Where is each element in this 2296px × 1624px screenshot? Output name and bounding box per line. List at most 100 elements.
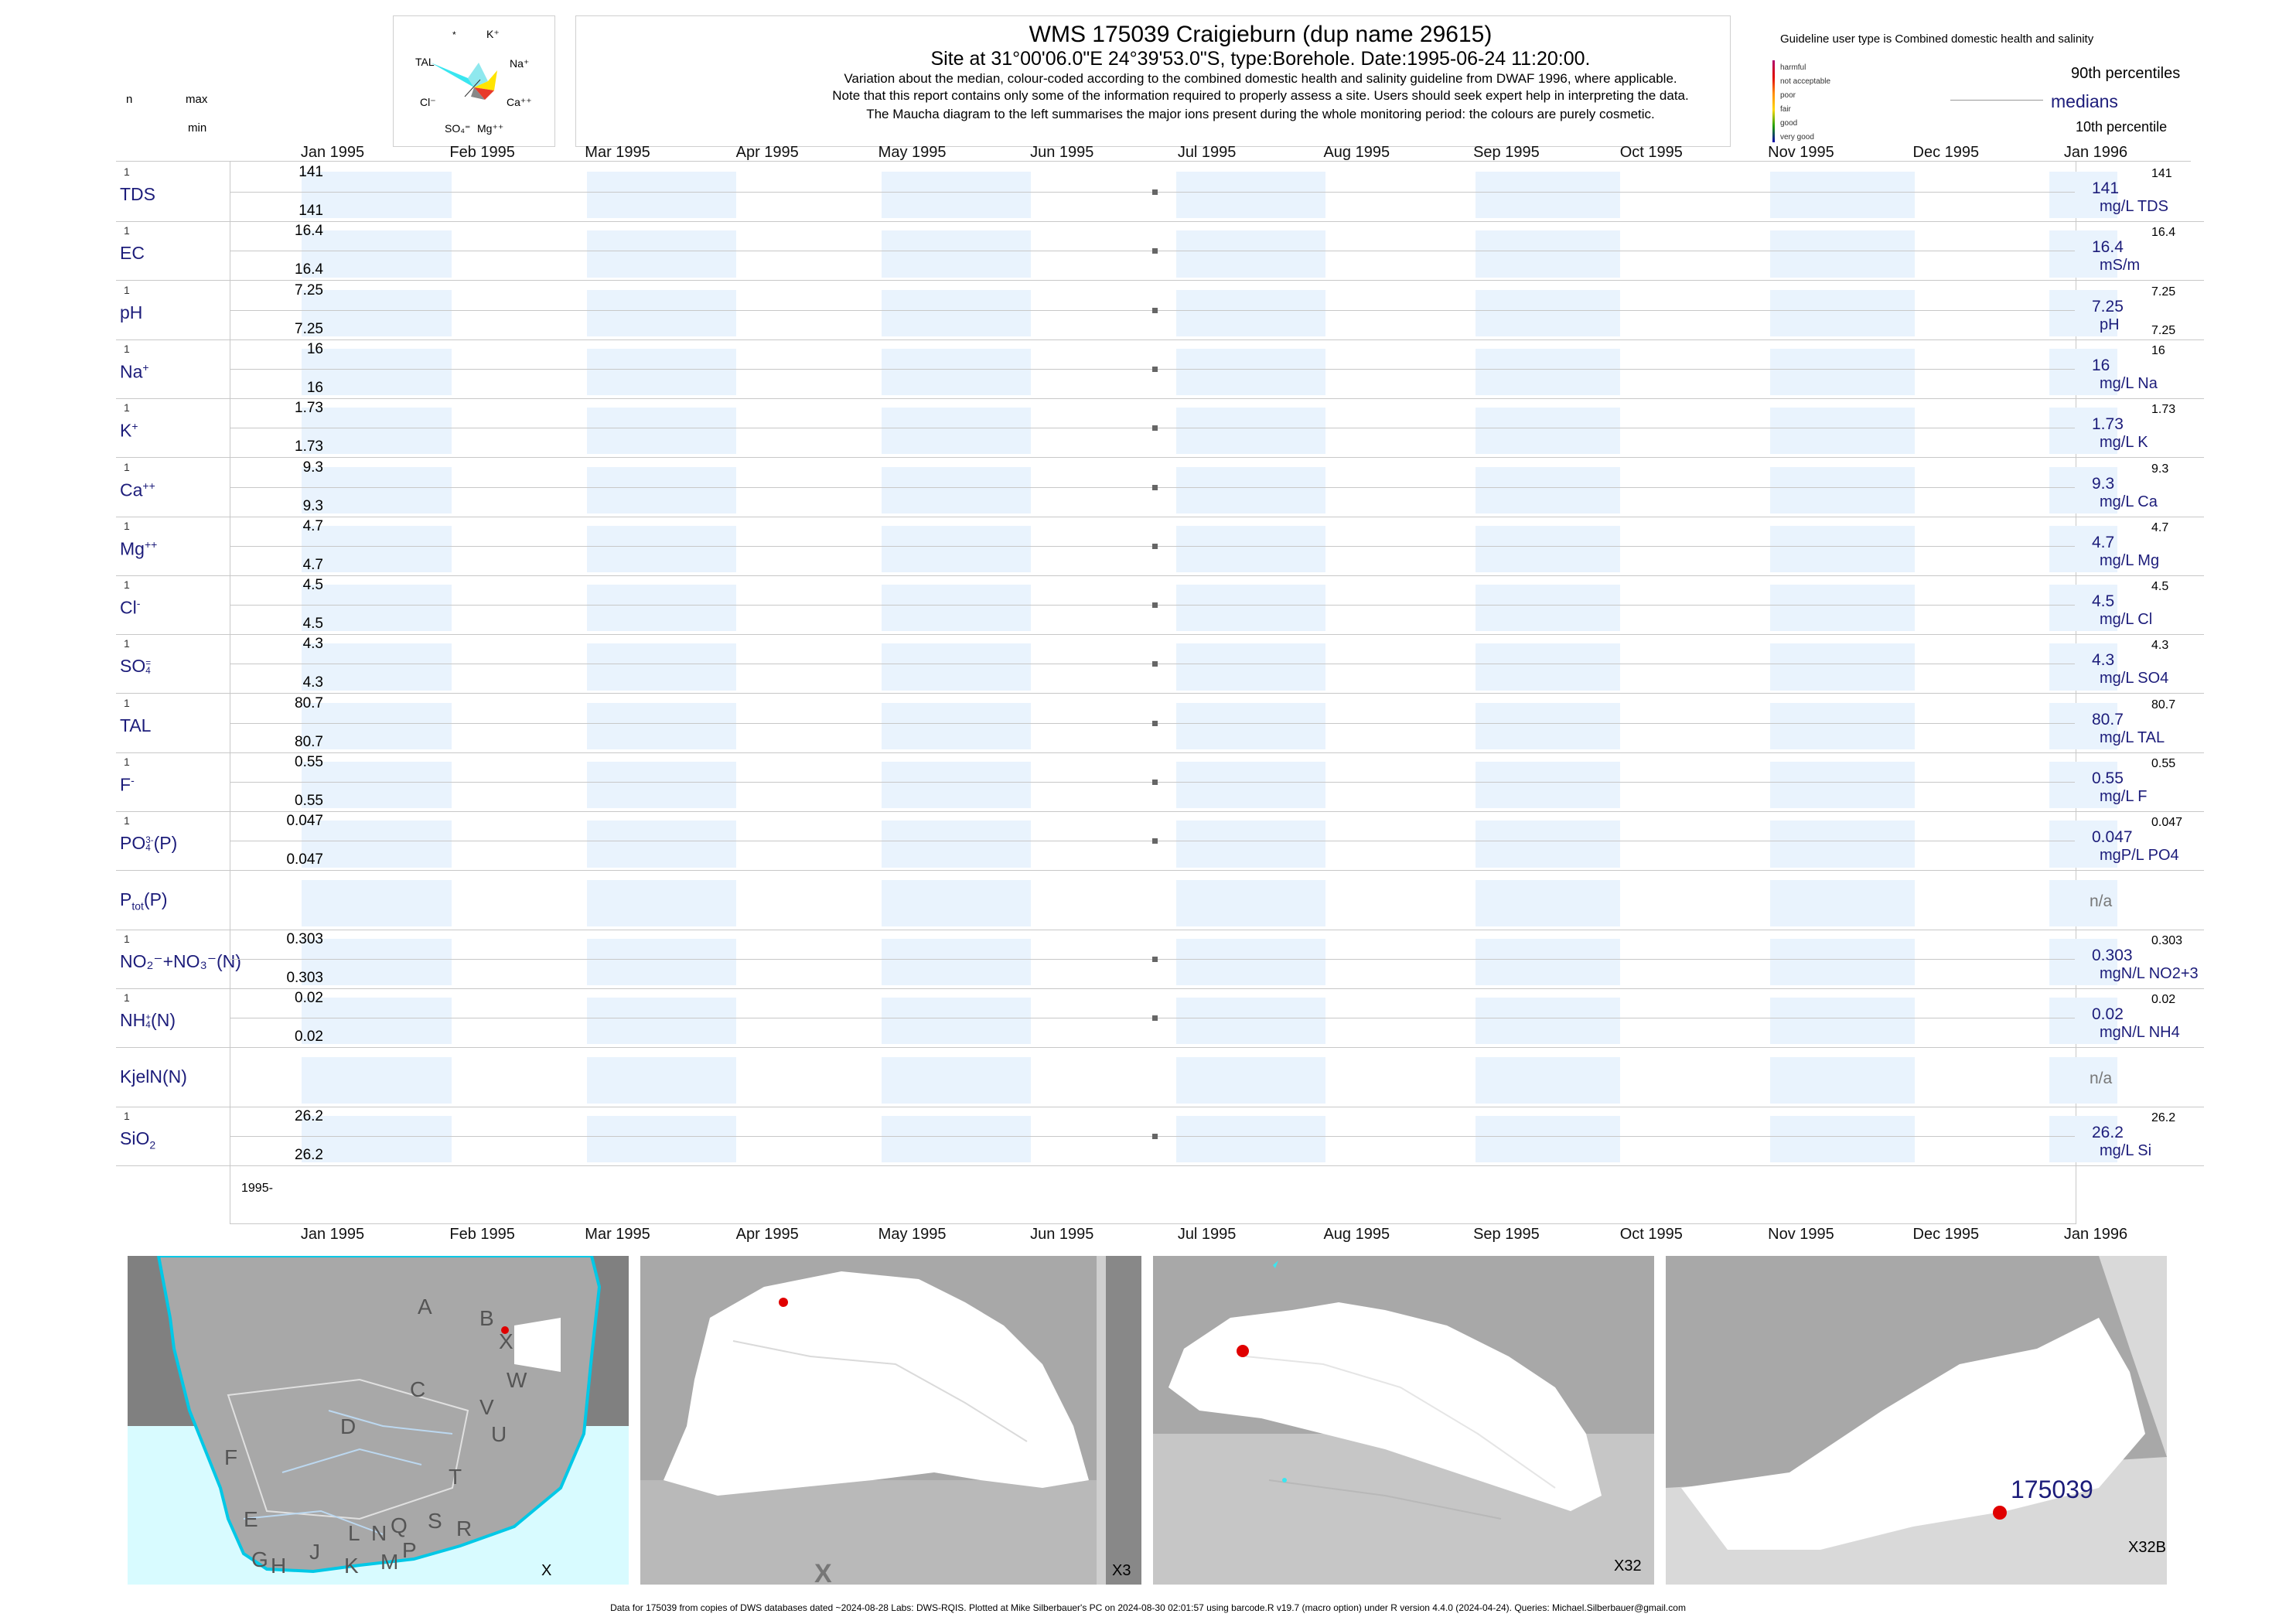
header-col-n: n	[126, 93, 133, 106]
summary-p90: 0.047	[2151, 816, 2183, 830]
summary-na: n/a	[2090, 1069, 2113, 1087]
summary-unit: pH	[2100, 316, 2120, 333]
maucha-segment-mg	[471, 87, 485, 100]
data-point	[1151, 425, 1158, 432]
page-subtitle: Site at 31°00'06.0"E 24°39'53.0"S, type:…	[930, 48, 1591, 70]
region-letter: V	[479, 1395, 494, 1419]
month-band	[586, 998, 737, 1045]
variable-row: Na+ 1 16 16 16 mg/L Na 16	[116, 339, 2204, 399]
month-band	[2049, 289, 2117, 336]
month-band	[586, 525, 737, 573]
variable-row: TDS 1 141 141 141 mg/L TDS 141	[116, 162, 2204, 222]
variable-name: F-	[120, 774, 135, 795]
month-tick-label: Jan 1995	[300, 1226, 365, 1243]
region-letter: K	[344, 1554, 359, 1578]
summary-unit: mgP/L PO4	[2100, 847, 2179, 865]
variable-min: 26.2	[295, 1146, 323, 1163]
variable-min: 9.3	[302, 497, 323, 514]
variable-n: 1	[124, 519, 130, 532]
map-overview-label: X	[541, 1562, 552, 1579]
variable-max: 0.55	[295, 754, 323, 770]
month-band	[302, 525, 452, 573]
note-3: The Maucha diagram to the left summarise…	[866, 107, 1655, 121]
legend-p90: 90th percentiles	[2071, 65, 2181, 82]
legend-median-line	[1950, 100, 2043, 101]
summary-p90: 4.3	[2151, 639, 2169, 653]
data-point	[1151, 956, 1158, 962]
month-band	[1769, 172, 1916, 219]
month-band	[2049, 762, 2117, 809]
map-x3-svg	[640, 1256, 1141, 1585]
site-marker-x32b	[1993, 1506, 2007, 1520]
month-band	[881, 879, 1032, 926]
month-tick-label: Jul 1995	[1177, 144, 1237, 161]
month-tick-label: Nov 1995	[1768, 144, 1834, 161]
summary-median: 4.5	[2092, 592, 2115, 611]
guideline-title: Guideline user type is Combined domestic…	[1780, 32, 2094, 46]
month-band	[302, 585, 452, 632]
month-band	[586, 938, 737, 986]
month-band	[1175, 762, 1326, 809]
month-band	[881, 643, 1032, 691]
variable-min: 16	[306, 379, 323, 396]
month-band	[2049, 408, 2117, 455]
note-2: Note that this report contains only some…	[832, 88, 1689, 103]
month-band	[1475, 879, 1621, 926]
legend-poor: poor	[1780, 91, 1796, 100]
variable-n: 1	[124, 1109, 130, 1122]
month-tick-label: Apr 1995	[735, 144, 799, 161]
month-band	[586, 1056, 737, 1104]
month-band	[2049, 938, 2117, 986]
header-col-min: min	[188, 121, 207, 135]
month-band	[1175, 230, 1326, 278]
legend-not-acceptable: not acceptable	[1780, 77, 1831, 86]
variable-n: 1	[124, 991, 130, 1005]
variable-row: Mg++ 1 4.7 4.7 4.7 mg/L Mg 4.7	[116, 517, 2204, 576]
month-band	[1175, 348, 1326, 396]
month-band	[586, 879, 737, 926]
data-point	[1151, 543, 1158, 549]
month-band	[586, 348, 737, 396]
variable-min: 80.7	[295, 733, 323, 750]
footer-credits: Data for 175039 from copies of DWS datab…	[610, 1602, 1686, 1613]
summary-median: 0.55	[2092, 769, 2124, 787]
summary-p90: 26.2	[2151, 1111, 2176, 1124]
variable-min: 7.25	[295, 320, 323, 337]
region-letter: R	[456, 1517, 472, 1540]
summary-unit: mg/L Ca	[2100, 493, 2158, 510]
map-x3-region-letter: X	[814, 1559, 832, 1585]
site-marker-x32	[1237, 1345, 1249, 1357]
variable-max: 141	[299, 164, 323, 180]
month-band	[1175, 938, 1326, 986]
month-tick-label: Jan 1996	[2063, 1226, 2128, 1243]
month-band	[1175, 525, 1326, 573]
page-title: WMS 175039 Craigieburn (dup name 29615)	[1029, 22, 1493, 47]
variable-row: NO₂⁻+NO₃⁻(N) 1 0.303 0.303 0.303 mgN/L NO2+3 0…	[116, 930, 2204, 989]
variable-max: 0.047	[286, 813, 323, 830]
month-band	[1475, 1115, 1621, 1163]
title-box	[575, 15, 1731, 147]
month-band	[1769, 879, 1916, 926]
month-band	[881, 230, 1032, 278]
month-band	[1175, 172, 1326, 219]
summary-unit: mg/L Si	[2100, 1141, 2152, 1159]
maucha-diagram: * K⁺ TAL Na⁺ Cl⁻ Ca⁺⁺ SO₄⁼ Mg⁺⁺	[393, 15, 555, 147]
month-band	[1769, 525, 1916, 573]
summary-median: 80.7	[2092, 710, 2124, 728]
variable-row: F- 1 0.55 0.55 0.55 mg/L F 0.55	[116, 752, 2204, 812]
month-band	[1475, 230, 1621, 278]
variable-n: 1	[124, 696, 130, 709]
maucha-label-cl: Cl⁻	[420, 96, 436, 108]
region-letter: B	[479, 1306, 494, 1330]
month-band	[586, 1115, 737, 1163]
data-point	[1151, 1015, 1158, 1022]
month-band	[302, 466, 452, 513]
legend-p10: 10th percentile	[2076, 119, 2168, 135]
summary-median: 16	[2092, 356, 2110, 374]
region-letter: A	[418, 1295, 432, 1319]
map-panel-x32: X32	[1153, 1256, 1654, 1585]
month-tick-label: Apr 1995	[735, 1226, 799, 1243]
month-band	[1175, 1115, 1326, 1163]
variable-n: 1	[124, 342, 130, 355]
month-band	[1475, 525, 1621, 573]
